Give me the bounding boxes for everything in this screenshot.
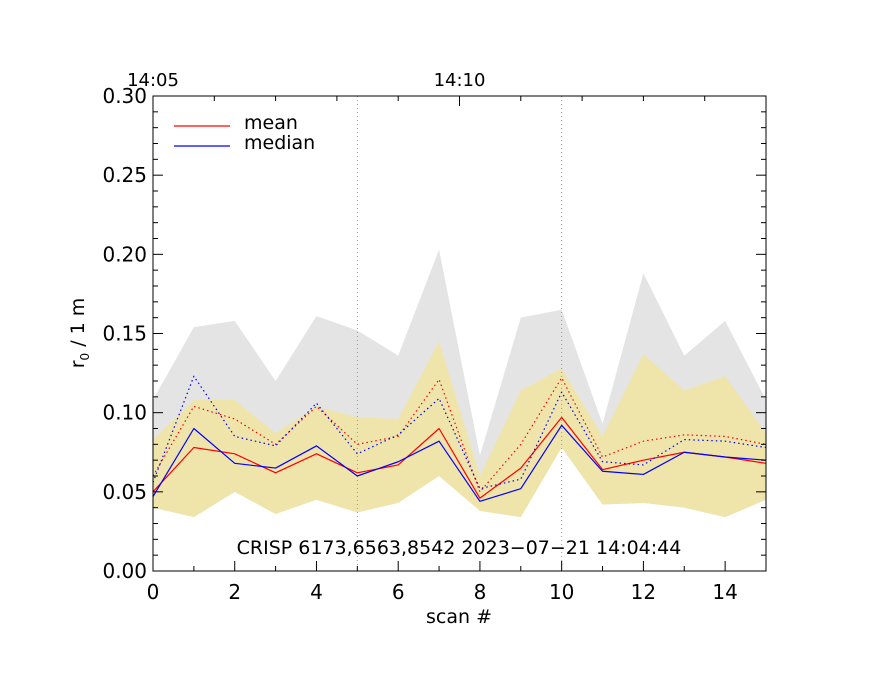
x-tick-label-12: 12 [631, 580, 656, 604]
y-axis-label-subscript: 0 [78, 353, 92, 361]
range-bands [153, 249, 766, 518]
series-line-mean-dotted [152, 377, 767, 493]
y-tick-label-5: 0.25 [102, 163, 147, 187]
band-yellow [153, 341, 766, 518]
y-axis-label-main: r [67, 360, 89, 368]
y-tick-label-1: 0.05 [102, 480, 147, 504]
y-tick-label-6: 0.30 [102, 84, 147, 108]
top-tick-label-0: 14:05 [127, 70, 179, 91]
x-tick-label-2: 2 [228, 580, 241, 604]
series-lines [152, 375, 767, 502]
x-tick-label-0: 0 [147, 580, 160, 604]
tick-labels: 0 2 4 6 8 10 12 14 14:05 14:10 0.00 0.05 0.10 0.15 0.2… [102, 70, 737, 604]
y-tick-label-4: 0.20 [102, 242, 147, 266]
series-line-median [152, 424, 767, 502]
x-tick-label-10: 10 [549, 580, 574, 604]
x-tick-label-8: 8 [474, 580, 487, 604]
series-line-mean [152, 416, 767, 499]
legend-label-median: median [244, 132, 315, 154]
y-axis-label-unit: / 1 m [67, 298, 89, 353]
x-tick-label-14: 14 [712, 580, 737, 604]
series-line-median-dotted [152, 375, 767, 490]
top-tick-label-1: 14:10 [434, 70, 486, 91]
axis-ticks [152, 95, 767, 572]
x-tick-label-6: 6 [392, 580, 405, 604]
y-tick-label-3: 0.15 [102, 322, 147, 346]
y-axis-label: r0 / 1 m [67, 298, 92, 369]
y-tick-label-0: 0.00 [102, 559, 147, 583]
x-tick-label-4: 4 [310, 580, 323, 604]
instrument-annotation: CRISP 6173,6563,8542 2023−07−21 14:04:44 [237, 537, 682, 559]
y-tick-label-2: 0.10 [102, 401, 147, 425]
legend: mean median [174, 112, 315, 154]
legend-label-mean: mean [244, 112, 298, 134]
x-axis-label: scan # [426, 606, 492, 628]
